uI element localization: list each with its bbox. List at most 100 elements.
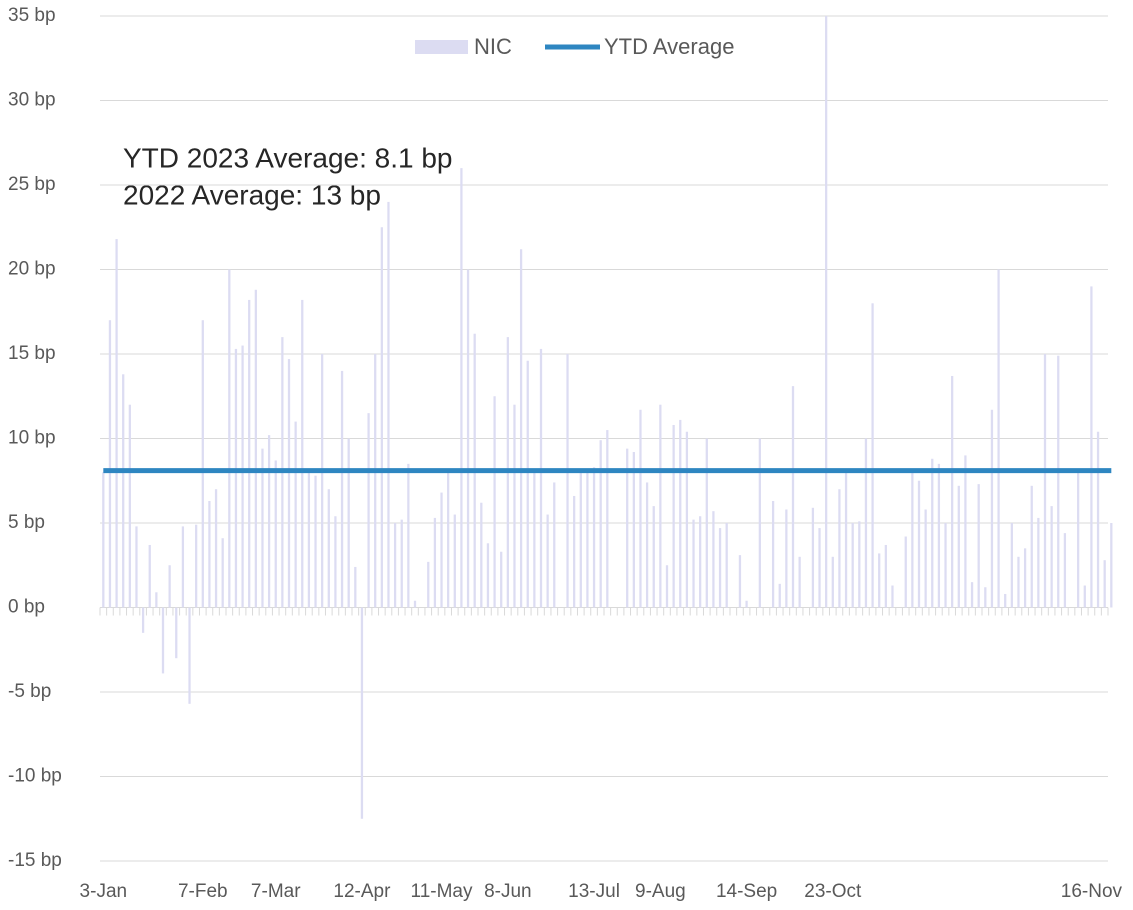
- bar: [128, 404, 131, 608]
- bar: [1063, 533, 1067, 608]
- bar: [307, 472, 311, 608]
- x-tick-label: 12-Apr: [333, 881, 391, 902]
- bar: [433, 517, 437, 608]
- bar: [725, 523, 728, 608]
- bar: [639, 409, 642, 608]
- bar: [566, 354, 569, 608]
- bar: [937, 463, 941, 608]
- bar: [944, 523, 947, 608]
- bar: [168, 565, 171, 608]
- bar: [115, 239, 118, 608]
- bar: [466, 269, 470, 608]
- bar: [1023, 548, 1027, 608]
- bar: [738, 555, 742, 608]
- bar: [718, 528, 722, 608]
- legend-swatch: [415, 40, 468, 54]
- bar: [148, 544, 151, 608]
- bar: [699, 516, 702, 608]
- bar: [360, 607, 364, 819]
- bar: [712, 511, 715, 608]
- bar: [141, 607, 145, 633]
- bar: [791, 386, 795, 608]
- bar: [427, 561, 430, 608]
- bar: [393, 523, 397, 608]
- bar: [758, 438, 761, 608]
- y-tick-label: 10 bp: [8, 428, 56, 449]
- bar: [1090, 286, 1093, 608]
- bar: [248, 299, 251, 608]
- bar: [519, 249, 523, 608]
- bar: [1030, 485, 1033, 608]
- bar: [917, 480, 921, 608]
- bar: [447, 472, 450, 608]
- bar: [891, 585, 894, 608]
- y-tick-label: 25 bp: [8, 174, 56, 195]
- bar: [334, 516, 337, 608]
- bar: [500, 551, 503, 608]
- bar: [838, 489, 841, 608]
- bar: [400, 519, 403, 608]
- bar: [871, 303, 874, 608]
- bar: [1077, 468, 1080, 608]
- bar: [771, 501, 775, 608]
- bar: [274, 460, 277, 608]
- y-tick-label: 30 bp: [8, 90, 56, 111]
- bar: [878, 553, 881, 608]
- bar: [539, 348, 543, 608]
- bar: [254, 289, 257, 608]
- bar: [533, 472, 536, 608]
- y-tick-label: 15 bp: [8, 343, 56, 364]
- bar: [951, 375, 954, 608]
- bar: [964, 455, 967, 608]
- bar: [354, 566, 357, 608]
- bar: [1110, 523, 1113, 608]
- bar: [592, 467, 596, 608]
- bar: [957, 485, 960, 608]
- y-tick-label: 5 bp: [8, 512, 45, 533]
- bar: [1017, 556, 1020, 608]
- legend-label: NIC: [474, 34, 512, 59]
- bar: [586, 470, 589, 608]
- bar: [108, 320, 112, 608]
- x-tick-label: 23-Oct: [804, 881, 862, 902]
- bar: [546, 514, 549, 608]
- bar: [659, 404, 662, 608]
- bar: [858, 521, 861, 608]
- bar: [380, 227, 383, 608]
- bar: [798, 556, 801, 608]
- bar: [195, 524, 198, 608]
- bar: [493, 396, 496, 608]
- bar: [1037, 517, 1040, 608]
- bar: [161, 607, 165, 674]
- bar: [599, 440, 602, 608]
- bar: [904, 536, 907, 608]
- bar: [924, 509, 927, 608]
- x-tick-label: 3-Jan: [80, 881, 128, 902]
- bar: [407, 463, 410, 608]
- bar: [486, 543, 490, 608]
- bar: [1043, 354, 1047, 608]
- bar: [818, 528, 821, 608]
- bar: [460, 168, 463, 608]
- bar: [1010, 523, 1013, 608]
- x-tick-label: 14-Sep: [716, 881, 777, 902]
- legend-label: YTD Average: [604, 34, 734, 59]
- bar: [778, 583, 781, 608]
- bar: [745, 600, 748, 608]
- bar: [453, 514, 456, 608]
- bar: [931, 458, 934, 608]
- bar: [513, 404, 516, 608]
- bar: [301, 299, 304, 608]
- bar: [221, 538, 224, 608]
- bar: [480, 502, 483, 608]
- bar: [287, 359, 291, 608]
- bar: [831, 556, 834, 608]
- bar: [785, 509, 788, 608]
- bar: [214, 489, 218, 608]
- bar: [321, 354, 324, 608]
- bar: [553, 482, 556, 608]
- y-tick-label: 35 bp: [8, 5, 56, 26]
- bar: [188, 607, 191, 704]
- bar: [911, 472, 914, 608]
